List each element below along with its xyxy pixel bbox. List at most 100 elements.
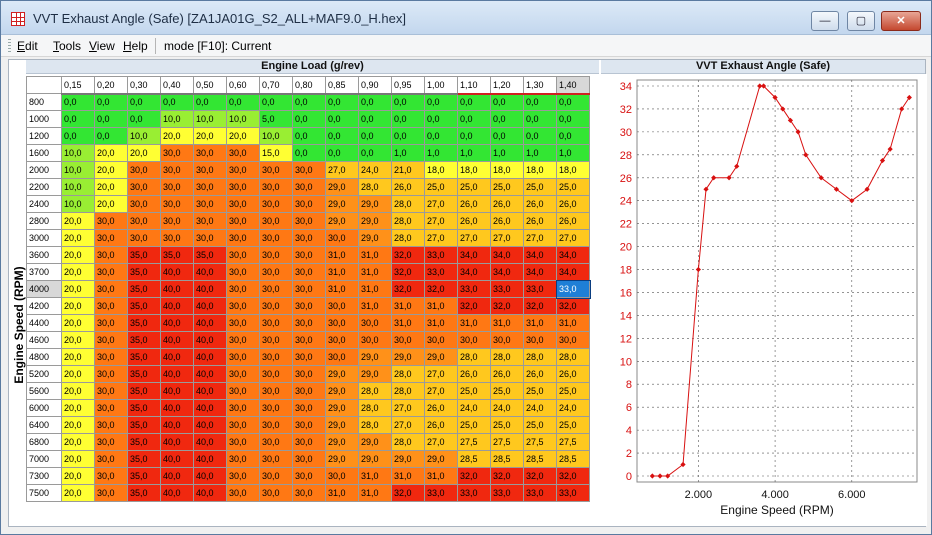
table-cell[interactable]: 10,0	[61, 144, 95, 162]
table-cell[interactable]: 10,0	[61, 161, 95, 179]
table-cell[interactable]: 30,0	[94, 246, 128, 264]
table-cell[interactable]: 35,0	[127, 450, 161, 468]
toolbar-grip[interactable]	[8, 39, 11, 53]
table-cell[interactable]: 28,5	[457, 450, 491, 468]
table-cell[interactable]: 18,0	[457, 161, 491, 179]
table-cell[interactable]: 0,0	[391, 110, 425, 128]
table-cell[interactable]: 28,0	[358, 178, 392, 196]
row-header[interactable]: 5200	[26, 365, 62, 383]
table-cell[interactable]: 31,0	[391, 314, 425, 332]
table-cell[interactable]: 20,0	[193, 127, 227, 145]
column-header[interactable]: 0,50	[193, 76, 227, 95]
table-cell[interactable]: 31,0	[325, 280, 359, 298]
table-cell[interactable]: 1,0	[424, 144, 458, 162]
table-cell[interactable]: 30,0	[292, 195, 326, 213]
table-cell[interactable]: 32,0	[457, 297, 491, 315]
table-cell[interactable]: 30,0	[259, 433, 293, 451]
table-cell[interactable]: 0,0	[292, 110, 326, 128]
table-cell[interactable]: 0,0	[325, 127, 359, 145]
table-cell[interactable]: 30,0	[160, 178, 194, 196]
table-cell[interactable]: 1,0	[391, 144, 425, 162]
table-cell[interactable]: 25,0	[457, 382, 491, 400]
maximize-button[interactable]: ▢	[847, 11, 875, 31]
table-cell[interactable]: 31,0	[358, 484, 392, 502]
row-header[interactable]: 4200	[26, 297, 62, 315]
table-cell[interactable]: 29,0	[358, 348, 392, 366]
table-cell[interactable]: 30,0	[259, 450, 293, 468]
table-cell[interactable]: 30,0	[94, 416, 128, 434]
table-cell[interactable]: 1,0	[490, 144, 524, 162]
table-cell[interactable]: 20,0	[94, 195, 128, 213]
table-cell[interactable]: 30,0	[226, 416, 260, 434]
table-cell[interactable]: 26,0	[457, 195, 491, 213]
table-cell[interactable]: 35,0	[127, 348, 161, 366]
row-header[interactable]: 6400	[26, 416, 62, 434]
table-cell[interactable]: 40,0	[193, 280, 227, 298]
table-cell[interactable]: 10,0	[160, 110, 194, 128]
table-cell[interactable]: 28,0	[358, 399, 392, 417]
row-header[interactable]: 3600	[26, 246, 62, 264]
table-cell[interactable]: 30,0	[490, 331, 524, 349]
table-cell[interactable]: 30,0	[325, 314, 359, 332]
table-cell[interactable]: 24,0	[490, 399, 524, 417]
table-cell[interactable]: 26,0	[424, 399, 458, 417]
table-cell[interactable]: 0,0	[523, 93, 557, 111]
table-cell[interactable]: 26,0	[523, 365, 557, 383]
table-cell[interactable]: 25,0	[457, 178, 491, 196]
column-header[interactable]: 0,40	[160, 76, 194, 95]
table-cell[interactable]: 30,0	[226, 280, 260, 298]
table-cell[interactable]: 33,0	[523, 280, 557, 298]
table-cell[interactable]: 20,0	[61, 246, 95, 264]
table-cell[interactable]: 33,0	[490, 484, 524, 502]
table-cell[interactable]: 24,0	[358, 161, 392, 179]
table-cell[interactable]: 26,0	[424, 416, 458, 434]
table-cell[interactable]: 30,0	[94, 331, 128, 349]
table-cell[interactable]: 0,0	[523, 110, 557, 128]
table-cell[interactable]: 0,0	[226, 93, 260, 111]
table-cell[interactable]: 25,0	[556, 178, 590, 196]
table-cell[interactable]: 30,0	[292, 450, 326, 468]
table-cell[interactable]: 20,0	[61, 450, 95, 468]
table-cell[interactable]: 30,0	[259, 212, 293, 230]
table-cell[interactable]: 5,0	[259, 110, 293, 128]
table-cell[interactable]: 25,0	[457, 416, 491, 434]
table-cell[interactable]: 25,0	[490, 178, 524, 196]
table-cell[interactable]: 30,0	[292, 161, 326, 179]
table-cell[interactable]: 31,0	[358, 280, 392, 298]
table-cell[interactable]: 30,0	[391, 331, 425, 349]
table-cell[interactable]: 30,0	[160, 144, 194, 162]
table-cell[interactable]: 30,0	[226, 467, 260, 485]
table-cell[interactable]: 31,0	[325, 263, 359, 281]
table-cell[interactable]: 30,0	[259, 229, 293, 247]
table-cell[interactable]: 40,0	[160, 450, 194, 468]
table-cell[interactable]: 27,0	[490, 229, 524, 247]
column-header[interactable]: 1,00	[424, 76, 458, 95]
table-cell[interactable]: 30,0	[259, 195, 293, 213]
table-cell[interactable]: 34,0	[556, 246, 590, 264]
table-cell[interactable]: 26,0	[556, 195, 590, 213]
table-cell[interactable]: 26,0	[490, 365, 524, 383]
table-cell[interactable]: 30,0	[94, 382, 128, 400]
table-cell[interactable]: 26,0	[523, 195, 557, 213]
table-cell[interactable]: 40,0	[193, 297, 227, 315]
table-cell[interactable]: 30,0	[94, 365, 128, 383]
table-cell[interactable]: 0,0	[424, 127, 458, 145]
table-cell[interactable]: 35,0	[160, 246, 194, 264]
table-cell[interactable]: 20,0	[127, 144, 161, 162]
table-cell[interactable]: 40,0	[160, 280, 194, 298]
table-cell[interactable]: 30,0	[127, 161, 161, 179]
row-header[interactable]: 2400	[26, 195, 62, 213]
table-cell[interactable]: 0,0	[94, 93, 128, 111]
table-cell[interactable]: 30,0	[259, 467, 293, 485]
row-header[interactable]: 7000	[26, 450, 62, 468]
table-cell[interactable]: 29,0	[325, 212, 359, 230]
table-cell[interactable]: 0,0	[193, 93, 227, 111]
menu-tools[interactable]: Tools	[53, 39, 82, 53]
menu-help[interactable]: Help	[123, 39, 148, 53]
table-cell[interactable]: 35,0	[193, 246, 227, 264]
table-cell[interactable]: 40,0	[160, 416, 194, 434]
table-cell[interactable]: 20,0	[61, 348, 95, 366]
table-cell[interactable]: 28,0	[490, 348, 524, 366]
table-cell[interactable]: 27,0	[424, 365, 458, 383]
row-header[interactable]: 3000	[26, 229, 62, 247]
